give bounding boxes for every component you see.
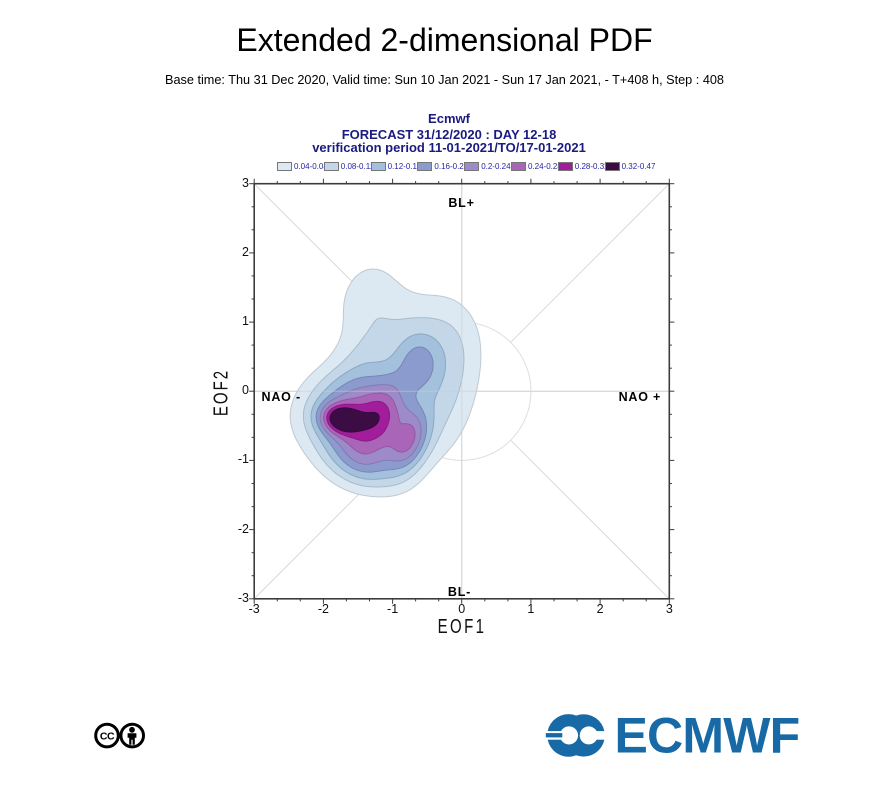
svg-text:ECMWF: ECMWF — [615, 712, 800, 760]
svg-text:CC: CC — [100, 730, 115, 742]
